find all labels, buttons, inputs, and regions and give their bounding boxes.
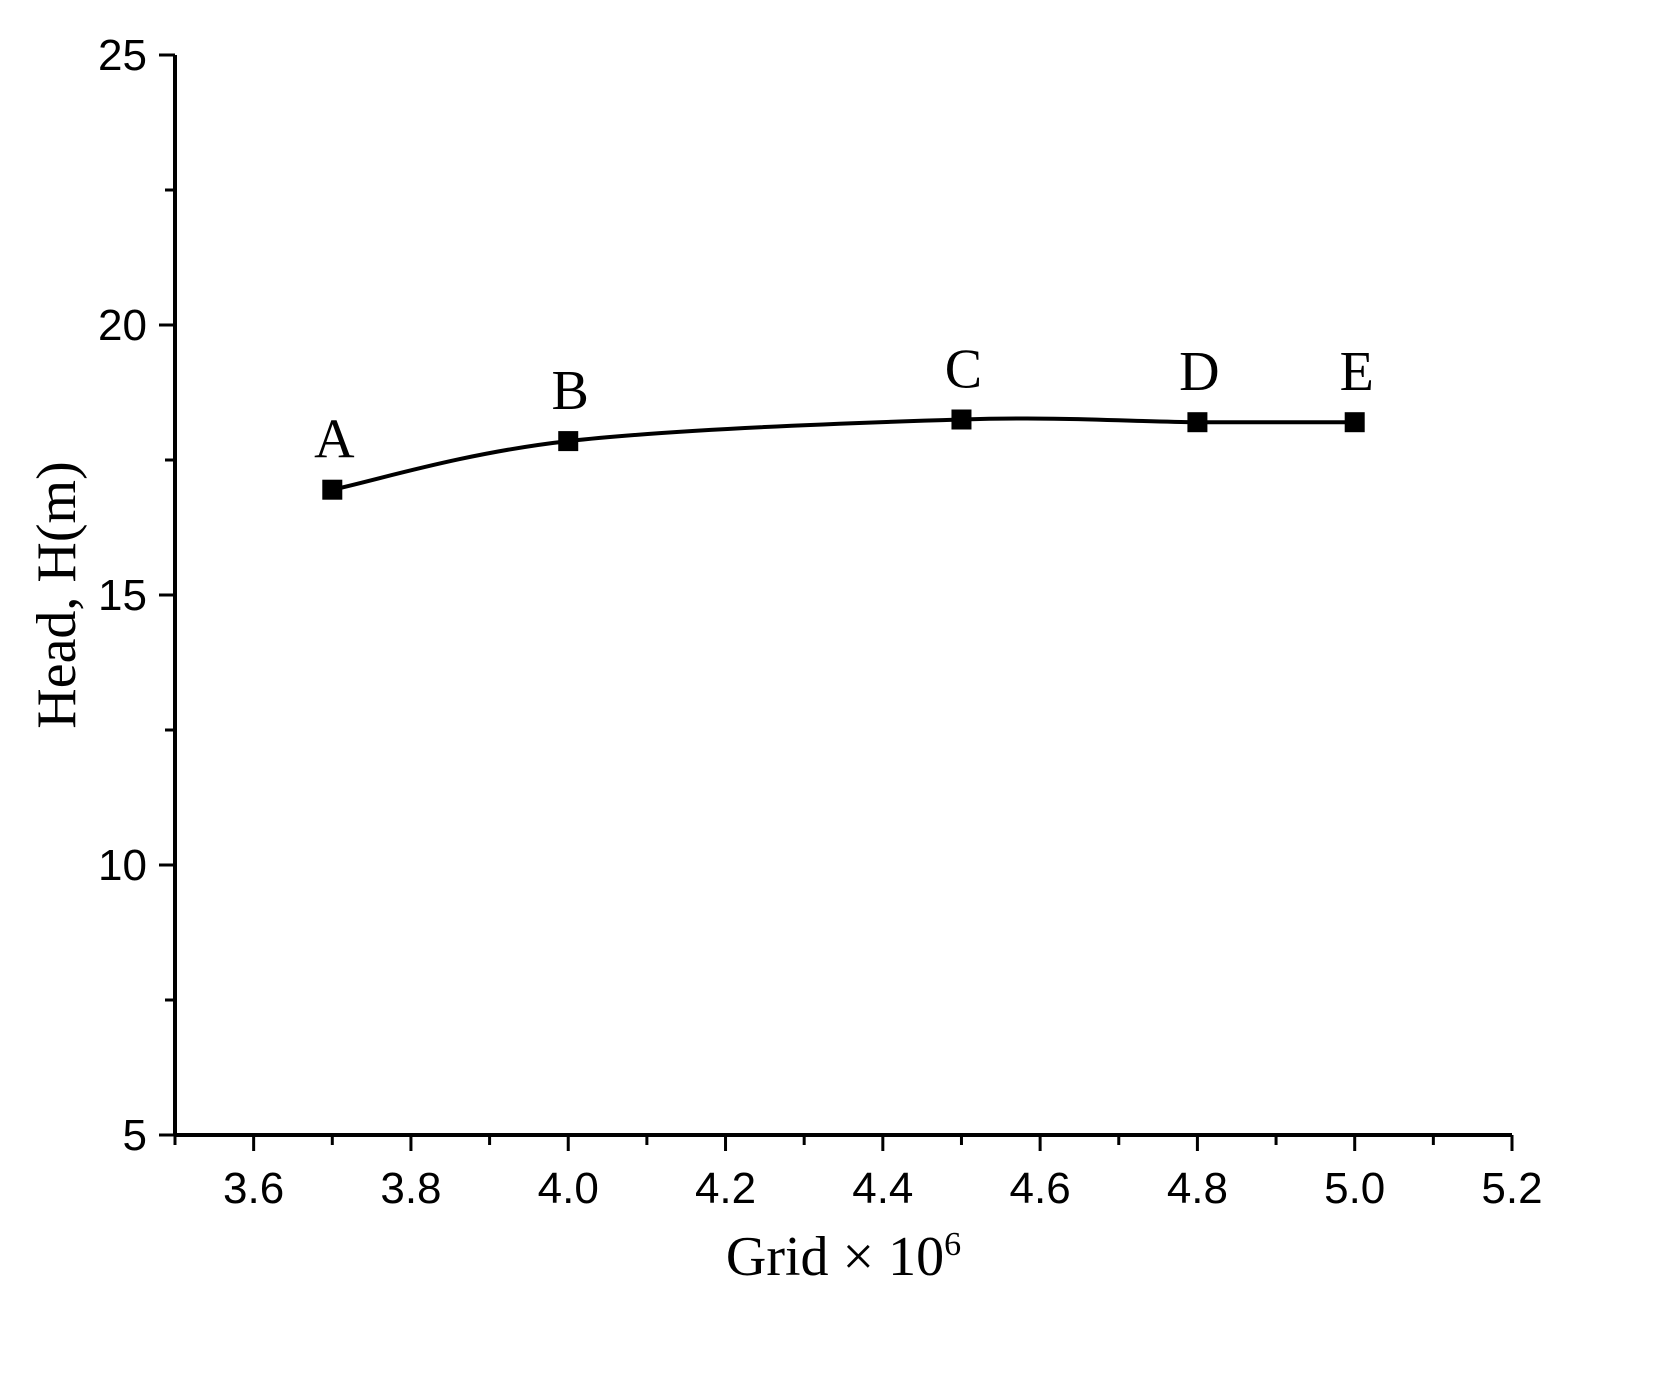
x-tick-label: 5.0 <box>1324 1164 1385 1213</box>
y-tick-label: 25 <box>98 31 147 80</box>
y-tick-label: 15 <box>98 571 147 620</box>
axes <box>173 55 1512 1137</box>
data-point-label-b: B <box>552 360 589 422</box>
x-tick-label: 5.2 <box>1481 1164 1542 1213</box>
data-point-marker-c <box>951 409 972 430</box>
x-tick-label: 3.8 <box>380 1164 441 1213</box>
data-point-marker-e <box>1344 412 1365 433</box>
data-point-marker-b <box>558 431 579 452</box>
x-tick-label: 3.6 <box>223 1164 284 1213</box>
x-tick-label: 4.0 <box>538 1164 599 1213</box>
series-line <box>331 416 1355 492</box>
x-tick-label: 4.4 <box>852 1164 913 1213</box>
y-axis-title: Head, H(m) <box>26 461 88 728</box>
x-axis-title-superscript: 6 <box>944 1226 961 1263</box>
data-point-label-c: C <box>945 339 982 401</box>
labels: A B C D E <box>314 339 1374 471</box>
data-point-label-a: A <box>314 409 355 471</box>
y-tick-label: 20 <box>98 301 147 350</box>
data-point-label-e: E <box>1340 341 1374 403</box>
series <box>322 409 1365 500</box>
x-tick-label: 4.8 <box>1167 1164 1228 1213</box>
x-tick-label: 4.6 <box>1010 1164 1071 1213</box>
x-axis-title: Grid × 106 <box>726 1226 961 1288</box>
data-point-marker-d <box>1187 412 1208 433</box>
y-tick-label: 5 <box>123 1111 147 1160</box>
x-axis-title-text: Grid × 10 <box>726 1226 944 1288</box>
ticks: 3.6 3.8 4.0 4.2 4.4 4.6 4.8 5.0 5.2 5 10 15 20 25 <box>98 31 1543 1213</box>
data-point-marker-a <box>322 479 343 500</box>
data-point-label-d: D <box>1179 341 1219 403</box>
x-tick-label: 4.2 <box>695 1164 756 1213</box>
y-tick-label: 10 <box>98 841 147 890</box>
